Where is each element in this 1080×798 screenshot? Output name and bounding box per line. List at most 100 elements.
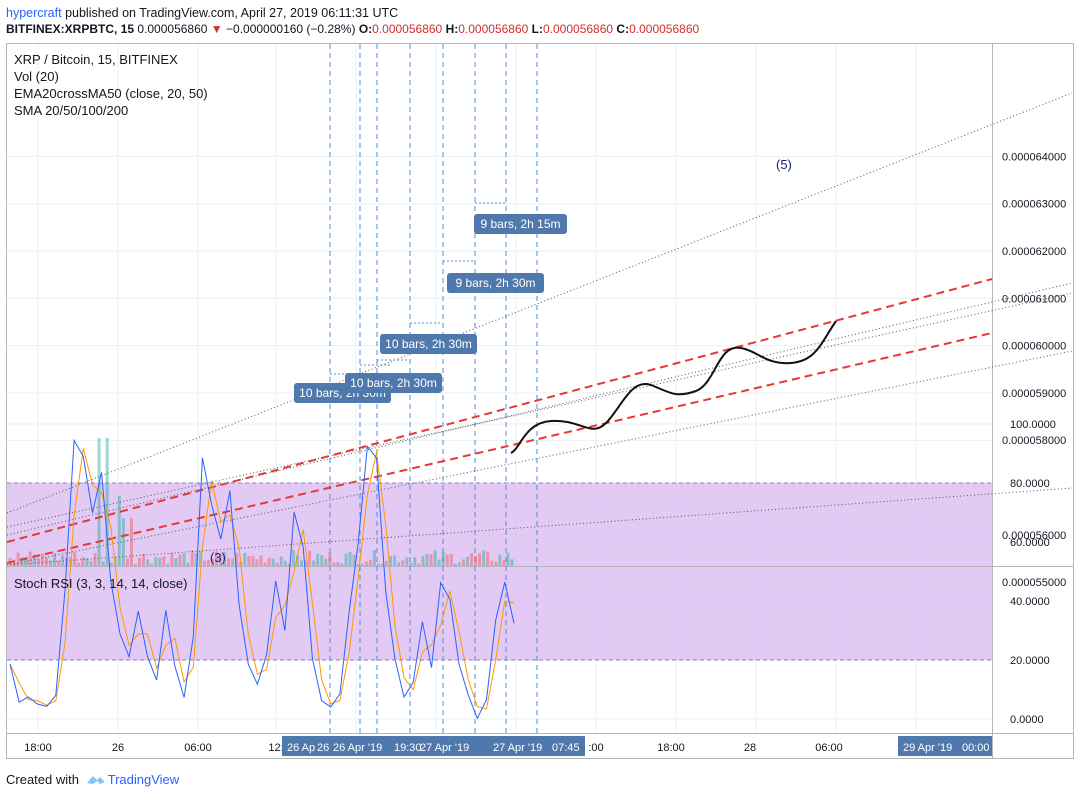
measure-label-box	[447, 273, 544, 293]
volume-bar	[57, 560, 61, 566]
chart-legend: XRP / Bitcoin, 15, BITFINEX Vol (20) EMA…	[14, 52, 208, 118]
volume-bar	[271, 558, 275, 566]
volume-bar	[40, 553, 44, 566]
volume-bar	[304, 560, 308, 566]
wave-label: (5)	[776, 157, 792, 172]
low-label: L:	[531, 22, 543, 36]
volume-bar	[397, 562, 401, 566]
legend-title: XRP / Bitcoin, 15, BITFINEX	[14, 52, 178, 67]
price-tick-label: 0.000063000	[1002, 199, 1066, 211]
measure-label: 10 bars, 2h 30m	[385, 337, 472, 351]
volume-bar	[243, 552, 247, 566]
open-value: 0.000056860	[372, 22, 443, 36]
volume-bar	[364, 561, 368, 566]
time-cursor-label: 00:00	[962, 742, 990, 754]
volume-bar	[73, 551, 77, 566]
legend-ema-cross: EMA20crossMA50 (close, 20, 50)	[14, 86, 208, 101]
volume-bar	[190, 550, 194, 566]
volume-bar	[210, 558, 214, 566]
volume-bar	[445, 554, 449, 566]
measure-label: 10 bars, 2h 30m	[350, 376, 437, 390]
volume-bar	[48, 560, 52, 566]
time-range-label: 26 Ap	[287, 742, 315, 754]
volume-bar	[162, 556, 166, 566]
volume-bar	[316, 553, 320, 566]
time-range-highlight	[282, 736, 585, 756]
time-tick-label: 26	[112, 742, 124, 754]
volume-bar	[356, 563, 360, 566]
volume-bar	[202, 560, 206, 566]
volume-bar	[470, 553, 474, 566]
stoch-tick-label: 40.0000	[1010, 596, 1050, 608]
volume-bar	[198, 550, 202, 566]
time-tick-label: :00	[588, 742, 603, 754]
legend-volume: Vol (20)	[14, 69, 59, 84]
volume-bar	[287, 563, 291, 566]
volume-bar	[348, 551, 352, 566]
volume-bar	[340, 563, 344, 566]
volume-bar	[12, 559, 16, 566]
volume-bar	[206, 559, 210, 566]
volume-bar	[275, 562, 279, 566]
trend-line-dotted	[6, 350, 1073, 566]
volume-bar	[154, 557, 158, 566]
price-tick-label: 0.000059000	[1002, 388, 1066, 400]
time-range-label: 19:30	[394, 742, 422, 754]
volume-bar	[421, 556, 425, 566]
volume-bar	[502, 559, 506, 566]
volume-bar	[142, 553, 146, 566]
tradingview-link[interactable]: TradingView	[107, 772, 180, 787]
measure-label-box	[345, 373, 442, 393]
volume-bar	[291, 550, 295, 566]
volume-bar	[121, 518, 125, 566]
volume-bar	[117, 496, 121, 566]
volume-bar	[380, 563, 384, 566]
volume-bar	[101, 561, 105, 566]
trend-line-dotted	[6, 487, 1073, 566]
time-range-label: 26	[317, 742, 329, 754]
volume-bar	[429, 554, 433, 566]
volume-bar	[299, 560, 303, 566]
volume-bar	[453, 563, 457, 566]
volume-bar	[478, 553, 482, 566]
volume-bar	[138, 557, 142, 566]
volume-bar	[105, 438, 109, 566]
publish-line: hypercraft published on TradingView.com,…	[6, 6, 398, 20]
volume-bar	[344, 553, 348, 566]
volume-bar	[235, 552, 239, 566]
volume-bar	[433, 550, 437, 566]
volume-bar	[372, 550, 376, 566]
volume-bar	[490, 560, 494, 566]
price-tick-label: 0.000064000	[1002, 151, 1066, 163]
price-tick-label: 0.000060000	[1002, 341, 1066, 353]
volume-bar	[251, 555, 255, 566]
stoch-tick-label: 20.0000	[1010, 655, 1050, 667]
time-cursor-box	[898, 736, 992, 756]
last-price: 0.000056860	[137, 22, 208, 36]
volume-bar	[465, 556, 469, 566]
volume-bar	[461, 559, 465, 566]
author-name[interactable]: hypercraft	[6, 6, 62, 20]
volume-bar	[498, 554, 502, 566]
price-change: −0.000000160 (−0.28%)	[226, 22, 356, 36]
time-cursor-label: 29 Apr '19	[903, 742, 952, 754]
volume-bar	[20, 557, 24, 566]
projection-path	[510, 320, 837, 454]
volume-bar	[134, 563, 137, 566]
volume-bar	[231, 558, 235, 566]
volume-bar	[457, 562, 461, 566]
close-label: C:	[616, 22, 630, 36]
stoch-tick-label: 100.0000	[1010, 419, 1056, 431]
time-tick-label: 28	[744, 742, 756, 754]
volume-bar	[259, 555, 263, 566]
symbol: BITFINEX:XRPBTC, 15	[6, 22, 135, 36]
stoch-rsi-legend: Stoch RSI (3, 3, 14, 14, close)	[14, 576, 187, 591]
volume-bar	[53, 553, 57, 566]
volume-bar	[332, 562, 336, 566]
tradingview-logo-icon	[86, 776, 105, 784]
volume-bar	[263, 562, 267, 566]
volume-bar	[494, 561, 498, 566]
price-tick-label: 0.000056000	[1002, 530, 1066, 542]
